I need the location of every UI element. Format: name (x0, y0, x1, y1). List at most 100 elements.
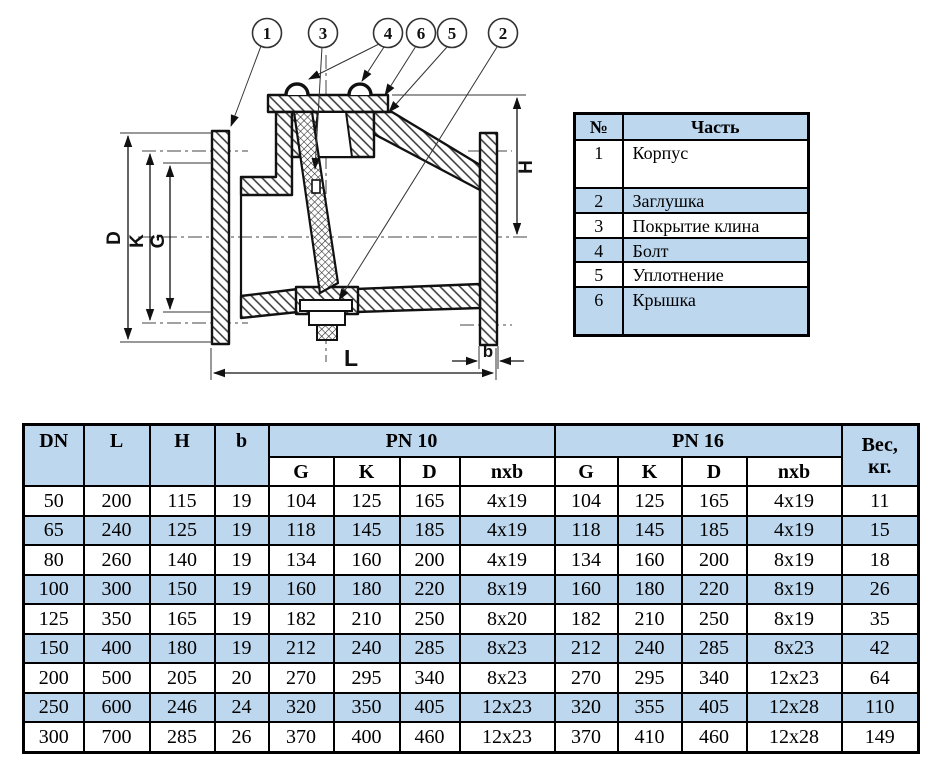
dimension-cell: 18 (840, 544, 920, 576)
part-number: 2 (573, 187, 624, 214)
dimension-cell: 270 (267, 662, 335, 694)
dimension-cell: 125 (616, 485, 683, 517)
dimension-cell: 125 (22, 603, 85, 635)
part-number: 3 (573, 211, 624, 239)
svg-text:3: 3 (319, 24, 328, 43)
parts-table-body: 1 Корпус 2 Заглушка 3 Покрытие клина 4 Болт 5 Упл… (573, 139, 810, 337)
dimension-cell: 165 (398, 485, 461, 517)
dimension-cell: 200 (22, 662, 85, 694)
header-pn16-g: G (553, 456, 619, 487)
header-pn10-d: D (398, 456, 461, 487)
parts-row: 4 Болт (573, 236, 810, 264)
dimension-cell: 460 (680, 721, 748, 753)
dimension-cell: 212 (553, 632, 619, 664)
label-H: H (516, 160, 537, 174)
dimension-cell: 4x19 (458, 544, 556, 576)
parts-row: 5 Уплотнение (573, 261, 810, 289)
dimension-cell: 180 (616, 573, 683, 605)
dimension-cell: 240 (332, 632, 401, 664)
valve-drawing: D K G H L b 1 3 4 6 5 2 (104, 17, 537, 380)
parts-row: 6 Крышка (573, 286, 810, 337)
dimension-cell: 4x19 (458, 485, 556, 517)
dimension-cell: 4x19 (745, 485, 843, 517)
dimension-cell: 220 (680, 573, 748, 605)
dimension-cell: 182 (553, 603, 619, 635)
dimension-cell: 12x23 (458, 721, 556, 753)
dimension-cell: 405 (398, 691, 461, 723)
label-D: D (104, 231, 125, 245)
header-pn10-nxb: nxb (458, 456, 556, 487)
dimension-cell: 26 (840, 573, 920, 605)
dimension-cell: 205 (148, 662, 216, 694)
dimension-cell: 8x23 (745, 632, 843, 664)
dimension-cell: 4x19 (458, 514, 556, 546)
header-pn10: PN 10 (267, 423, 556, 458)
dimension-cell: 340 (680, 662, 748, 694)
bonnet (266, 93, 390, 114)
dimension-cell: 12x28 (745, 721, 843, 753)
parts-row: 1 Корпус (573, 139, 810, 189)
dimension-cell: 295 (616, 662, 683, 694)
dimension-cell: 300 (82, 573, 151, 605)
dimension-cell: 300 (22, 721, 85, 753)
parts-header-part: Часть (621, 112, 810, 141)
header-weight-line1: Вес, (861, 433, 898, 456)
dimension-cell: 200 (398, 544, 461, 576)
dimension-cell: 19 (213, 485, 270, 517)
dimensions-row: 50 200 115 19 104 125 165 4x19 104 125 165 4x19 11 (22, 485, 920, 517)
svg-text:4: 4 (384, 24, 393, 43)
right-flange (478, 131, 499, 347)
dimension-cell: 180 (332, 573, 401, 605)
dimension-cell: 460 (398, 721, 461, 753)
parts-table: № Часть 1 Корпус 2 Заглушка 3 Покрытие клина 4… (573, 112, 810, 337)
balloon-4: 4 (372, 17, 404, 49)
dimension-cell: 200 (82, 485, 151, 517)
header-weight-line2: кг. (868, 455, 892, 478)
part-name: Уплотнение (621, 261, 810, 289)
dimension-cell: 180 (148, 632, 216, 664)
header-dn: DN (22, 423, 85, 487)
dimension-cell: 104 (553, 485, 619, 517)
dimension-cell: 240 (82, 514, 151, 546)
dimension-cell: 285 (148, 721, 216, 753)
dimension-cell: 182 (267, 603, 335, 635)
dimension-cell: 26 (213, 721, 270, 753)
svg-text:5: 5 (448, 24, 457, 43)
dimension-cell: 8x23 (458, 662, 556, 694)
callout-balloons: 1 3 4 6 5 2 (251, 17, 519, 49)
parts-row: 2 Заглушка (573, 187, 810, 214)
dimension-cell: 65 (22, 514, 85, 546)
dimension-cell: 145 (616, 514, 683, 546)
dimension-cell: 185 (680, 514, 748, 546)
balloon-5: 5 (436, 17, 468, 49)
header-pn16-nxb: nxb (745, 456, 843, 487)
dimension-labels: D K G H L b (104, 160, 537, 371)
dimension-cell: 220 (398, 573, 461, 605)
header-l: L (82, 423, 151, 487)
label-G: G (148, 234, 169, 249)
part-number: 5 (573, 261, 624, 289)
drain-plug (299, 299, 353, 341)
dimension-cell: 134 (553, 544, 619, 576)
dimension-cell: 700 (82, 721, 151, 753)
dimension-cell: 500 (82, 662, 151, 694)
valve-body (210, 93, 499, 347)
balloon-3: 3 (307, 17, 339, 49)
dimension-cell: 11 (840, 485, 920, 517)
header-pn16: PN 16 (553, 423, 843, 458)
dimension-cell: 125 (332, 485, 401, 517)
dimension-cell: 200 (680, 544, 748, 576)
balloon-1: 1 (251, 17, 283, 49)
dimension-cell: 4x19 (745, 514, 843, 546)
dimension-cell: 160 (332, 544, 401, 576)
dimension-cell: 285 (398, 632, 461, 664)
dimension-cell: 165 (148, 603, 216, 635)
part-name: Крышка (621, 286, 810, 337)
dimension-cell: 210 (616, 603, 683, 635)
dimension-cell: 400 (82, 632, 151, 664)
dimension-cell: 260 (82, 544, 151, 576)
svg-text:1: 1 (263, 24, 272, 43)
dimension-cell: 295 (332, 662, 401, 694)
dimension-cell: 240 (616, 632, 683, 664)
label-b: b (483, 342, 493, 361)
